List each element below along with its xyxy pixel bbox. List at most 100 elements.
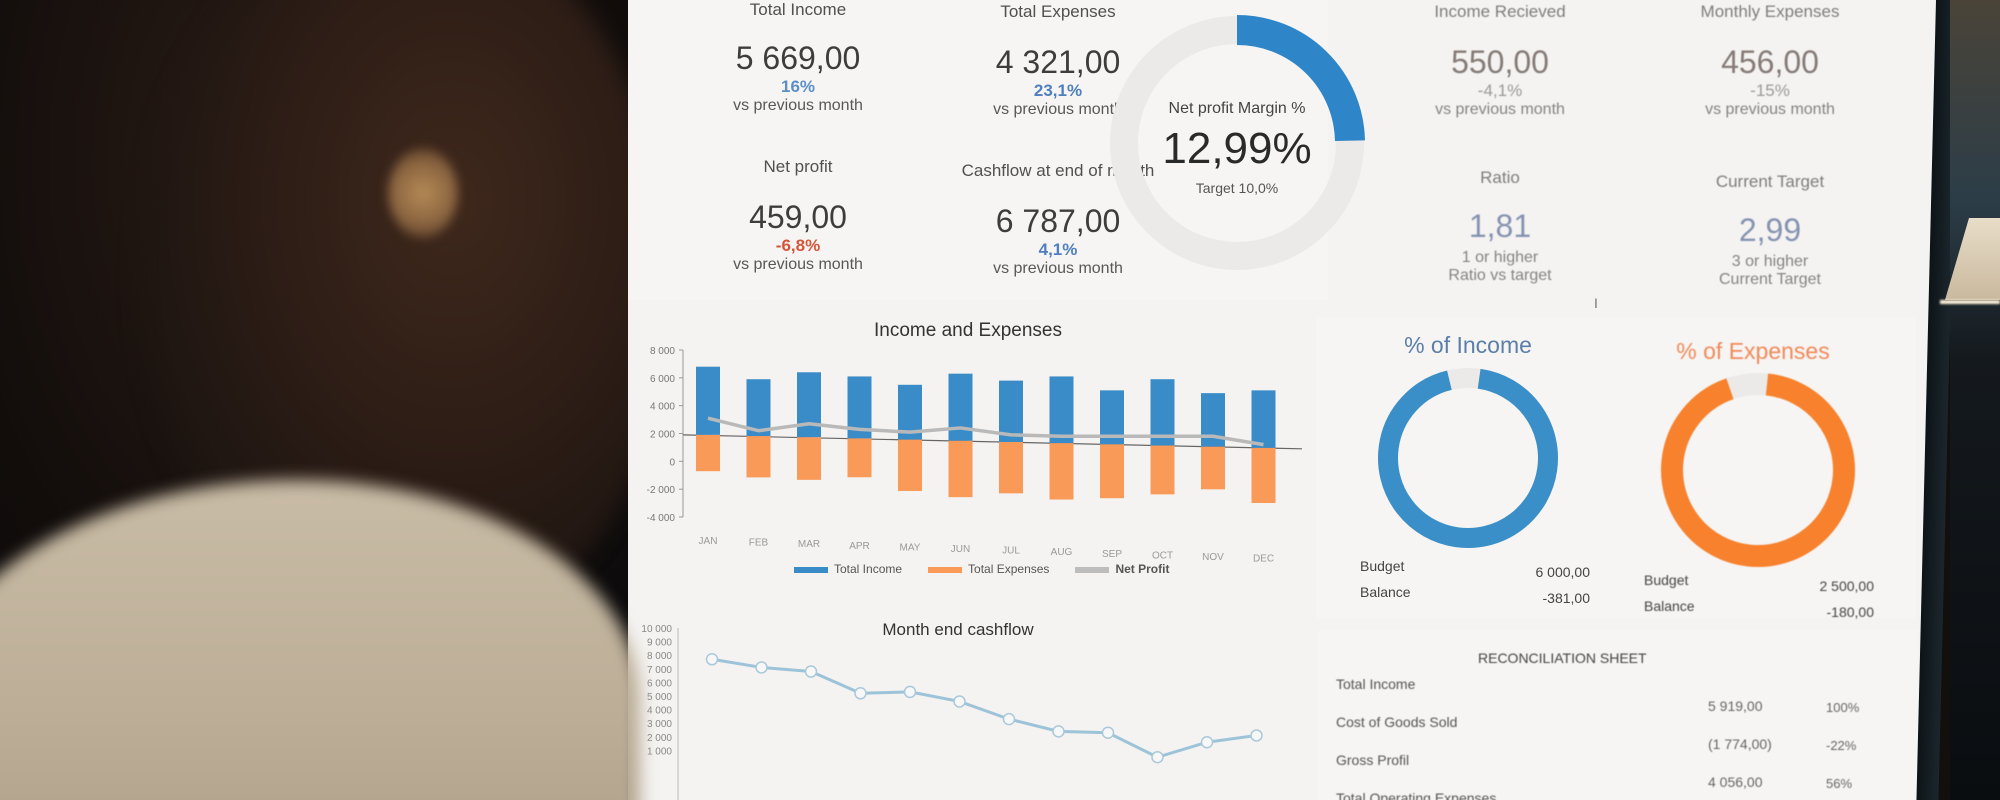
svg-text:AUG: AUG <box>1051 547 1073 558</box>
svg-text:5 000: 5 000 <box>647 692 672 703</box>
kpi-caption: vs previous month <box>1705 101 1835 118</box>
row-label: Cost of Goods Sold <box>1336 714 1458 730</box>
line-chart-plot: 10 000 9 000 8 000 7 000 6 000 5 000 4 000 3 00… <box>641 624 1263 800</box>
income-bar <box>1251 390 1276 448</box>
row-value: 4 056,00 <box>1708 774 1763 790</box>
net-profit-margin-gauge: Net profit Margin % 12,99% Target 10,0% <box>1106 12 1368 274</box>
kpi-value: 4 321,00 <box>995 44 1121 80</box>
svg-text:NOV: NOV <box>1202 552 1224 563</box>
kpi-ratio: Ratio 1,81 1 or higher Ratio vs target <box>1370 168 1630 285</box>
data-point <box>1002 712 1016 726</box>
row-percent: 100% <box>1826 700 1860 715</box>
income-bar <box>746 379 771 437</box>
legend-swatch <box>928 566 963 573</box>
expense-bar <box>696 434 720 472</box>
legend-total-expenses: Total Expenses <box>928 562 1049 576</box>
cashflow-chart: Month end cashflow 10 000 9 000 8 000 7 000… <box>628 610 1308 800</box>
expense-bar <box>746 436 771 478</box>
balance-value: -381,00 <box>1542 590 1590 606</box>
legend-swatch <box>1075 566 1110 573</box>
earring <box>388 148 458 238</box>
expense-bar <box>847 438 872 478</box>
kpi-current-target: Current Target 2,99 3 or higher Current … <box>1640 172 1900 289</box>
chart-title: Month end cashflow <box>882 620 1034 639</box>
kpi-value: 459,00 <box>749 199 847 235</box>
data-point <box>804 665 818 678</box>
expense-bar <box>898 439 922 491</box>
kpi-caption: vs previous month <box>1435 101 1565 118</box>
income-ring <box>1378 368 1558 548</box>
row-value: 5 919,00 <box>1708 698 1763 714</box>
data-point <box>1200 735 1214 749</box>
chart-title: Income and Expenses <box>873 320 1062 341</box>
svg-text:MAY: MAY <box>900 542 921 553</box>
income-bar <box>999 380 1023 442</box>
income-bar <box>1150 379 1175 446</box>
reconciliation-row: Gross Profil 4 056,00 56% <box>1328 752 1888 791</box>
kpi-value: 1,81 <box>1468 208 1532 244</box>
kpi-label: Monthly Expenses <box>1700 2 1840 21</box>
kpi-caption: vs previous month <box>993 260 1123 277</box>
kpi-line2: Ratio vs target <box>1448 267 1552 284</box>
data-point <box>903 685 917 699</box>
svg-text:4 000: 4 000 <box>647 706 672 717</box>
row-percent: 56% <box>1826 776 1853 791</box>
svg-text:-4 000: -4 000 <box>647 513 676 524</box>
svg-text:JAN: JAN <box>699 536 718 547</box>
svg-text:1 000: 1 000 <box>647 746 672 757</box>
balance-label: Balance <box>1360 584 1411 600</box>
gauge-value: 12,99% <box>1162 124 1312 173</box>
svg-text:SEP: SEP <box>1102 549 1122 560</box>
svg-text:APR: APR <box>849 541 870 552</box>
budget-label: Budget <box>1360 558 1405 574</box>
svg-text:2 000: 2 000 <box>647 733 672 744</box>
svg-text:4 000: 4 000 <box>650 402 675 413</box>
kpi-value: 456,00 <box>1721 44 1819 80</box>
data-point <box>1052 725 1065 738</box>
background-right <box>1950 0 2000 800</box>
svg-text:8 000: 8 000 <box>647 651 672 662</box>
kpi-monthly-expenses: Monthly Expenses 456,00 -15% vs previous… <box>1640 2 1900 119</box>
donut-income: % of Income Budget 6 000,00 Balance -381,0… <box>1328 318 1608 618</box>
reconciliation-row: Cost of Goods Sold (1 774,00) -22% <box>1328 714 1888 753</box>
legend-net-profit: Net Profit <box>1075 562 1169 576</box>
gauge-target: Target 10,0% <box>1195 180 1279 196</box>
row-label: Gross Profil <box>1336 752 1410 768</box>
expense-bar <box>1251 447 1276 504</box>
kpi-total-expenses: Total Expenses 4 321,00 23,1% vs previou… <box>928 2 1188 119</box>
expense-bar <box>1049 443 1074 500</box>
row-percent: -22% <box>1826 738 1857 753</box>
row-value: (1 774,00) <box>1708 736 1772 752</box>
kpi-total-income: Total Income 5 669,00 16% vs previous mo… <box>678 0 918 115</box>
reconciliation-title: RECONCILIATION SHEET <box>1478 650 1647 666</box>
svg-text:JUL: JUL <box>1002 546 1020 557</box>
svg-text:-2 000: -2 000 <box>647 485 676 496</box>
svg-text:OCT: OCT <box>1152 550 1173 561</box>
text-cursor-icon: I <box>1594 295 1598 311</box>
kpi-change: -4,1% <box>1477 81 1523 100</box>
svg-text:MAR: MAR <box>798 539 820 550</box>
chart-legend: Total Income Total Expenses Net Profit <box>794 562 1214 576</box>
kpi-change: 23,1% <box>1033 81 1083 100</box>
svg-text:8 000: 8 000 <box>650 346 675 357</box>
income-budget-table: Budget 6 000,00 Balance -381,00 <box>1360 558 1590 606</box>
kpi-caption: vs previous month <box>733 97 863 114</box>
income-bar <box>696 366 720 435</box>
svg-text:9 000: 9 000 <box>647 638 672 649</box>
svg-text:6 000: 6 000 <box>650 374 675 385</box>
expense-bar <box>797 437 821 480</box>
row-label: Total Operating Expenses <box>1336 790 1497 800</box>
donut-expenses: % of Expenses Budget 2 500,00 Balance -180… <box>1608 324 1898 624</box>
donut-title: % of Expenses <box>1676 338 1830 364</box>
kpi-cashflow: Cashflow at end of month 6 787,00 4,1% v… <box>908 161 1208 278</box>
kpi-label: Total Expenses <box>1000 2 1116 21</box>
kpi-net-profit: Net profit 459,00 -6,8% vs previous mont… <box>678 157 918 274</box>
data-point <box>705 653 719 666</box>
gauge-title: Net profit Margin % <box>1168 100 1306 117</box>
bar-chart-plot: 8 000 6 000 4 000 2 000 0 -2 000 -4 000 JAN FEB M… <box>647 346 1303 565</box>
expense-bar <box>948 440 973 498</box>
income-bar <box>1049 376 1074 444</box>
reconciliation-row: Total Income 5 919,00 100% <box>1328 676 1888 715</box>
income-bar <box>797 372 821 438</box>
